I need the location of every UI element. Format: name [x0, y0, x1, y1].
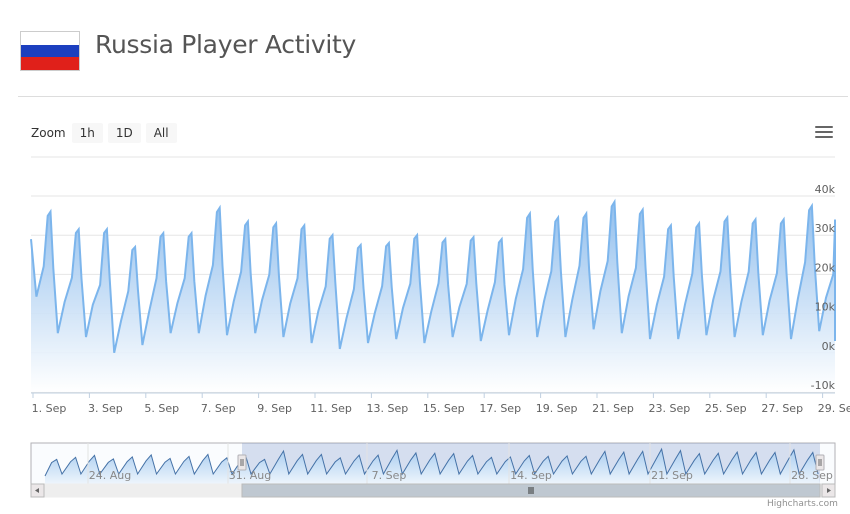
x-tick-label: 23. Sep: [649, 402, 691, 415]
y-tick-label: -10k: [811, 379, 836, 392]
series-area: [31, 201, 835, 392]
navigator-series-area: [45, 449, 820, 484]
x-tick-label: 19. Sep: [536, 402, 578, 415]
zoom-1h-button[interactable]: 1h: [71, 123, 103, 143]
navigator-tick-label: 31. Aug: [229, 469, 271, 482]
y-tick-label: 0k: [822, 340, 836, 353]
zoom-selector: Zoom 1h 1D All: [31, 122, 182, 144]
series-line[interactable]: [30, 198, 836, 354]
hamburger-icon[interactable]: [815, 126, 833, 140]
zoom-label: Zoom: [31, 126, 66, 140]
page-title: Russia Player Activity: [95, 30, 356, 59]
y-tick-label: 10k: [815, 301, 836, 314]
header-divider: [18, 96, 848, 97]
scrollbar-right-arrow-icon[interactable]: [821, 483, 836, 498]
navigator-left-handle[interactable]: [237, 454, 247, 471]
scrollbar-left-arrow-icon[interactable]: [30, 483, 45, 498]
navigator-tick-label: 7. Sep: [372, 469, 407, 482]
y-tick-label: 30k: [815, 222, 836, 235]
x-tick-label: 27. Sep: [761, 402, 803, 415]
x-tick-label: 21. Sep: [592, 402, 634, 415]
y-tick-label: 40k: [815, 183, 836, 196]
x-tick-label: 9. Sep: [257, 402, 292, 415]
zoom-1d-button[interactable]: 1D: [107, 123, 141, 143]
x-tick-label: 29. Sep: [818, 402, 850, 415]
x-tick-label: 7. Sep: [201, 402, 236, 415]
header: Russia Player Activity: [0, 0, 850, 97]
x-tick-label: 15. Sep: [423, 402, 465, 415]
navigator-right-handle[interactable]: [815, 454, 825, 471]
zoom-all-button[interactable]: All: [145, 123, 177, 143]
navigator-tick-label: 24. Aug: [89, 469, 131, 482]
navigator[interactable]: 24. Aug 31. Aug 7. Sep 14. Sep 21. Sep 28. Se…: [30, 442, 836, 498]
x-tick-label: 1. Sep: [32, 402, 67, 415]
highcharts-credit[interactable]: Highcharts.com: [767, 499, 838, 509]
x-tick-label: 13. Sep: [367, 402, 409, 415]
y-tick-label: 20k: [815, 261, 836, 274]
navigator-tick-label: 28. Sep: [791, 469, 833, 482]
x-tick-label: 25. Sep: [705, 402, 747, 415]
navigator-series-line: [44, 447, 819, 477]
navigator-tick-label: 21. Sep: [651, 469, 693, 482]
navigator-tick-label: 14. Sep: [510, 469, 552, 482]
x-tick-label: 17. Sep: [479, 402, 521, 415]
x-tick-label: 11. Sep: [310, 402, 352, 415]
x-tick-label: 3. Sep: [88, 402, 123, 415]
x-tick-label: 5. Sep: [144, 402, 179, 415]
russia-flag-icon: [20, 31, 80, 71]
